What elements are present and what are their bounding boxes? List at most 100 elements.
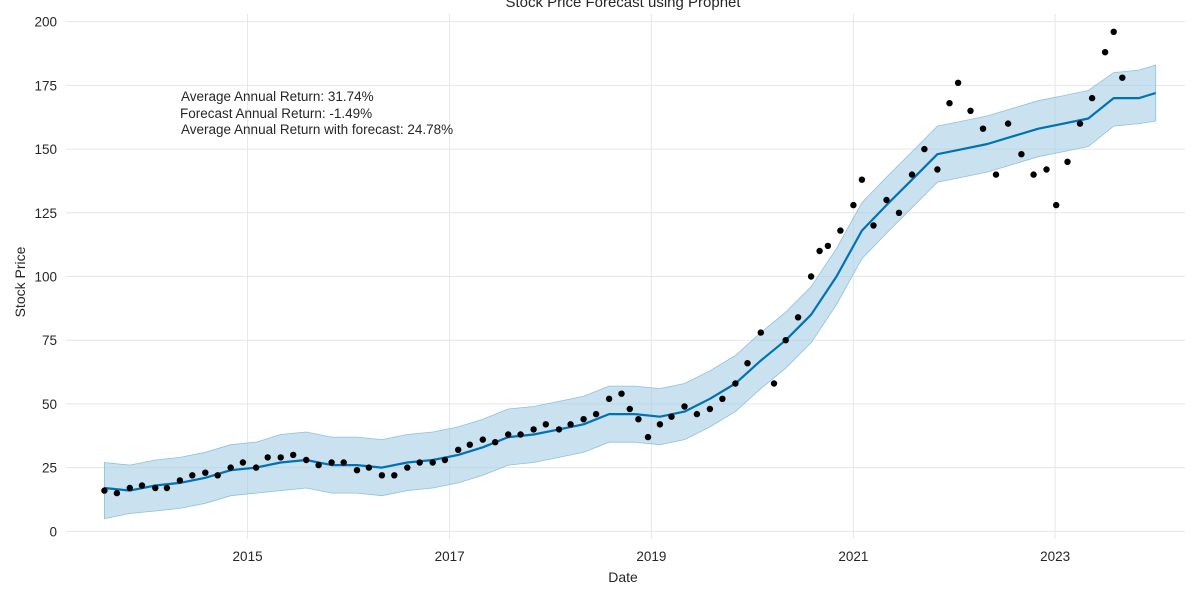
data-point: [429, 459, 436, 466]
y-tick-label: 50: [42, 397, 57, 412]
data-point: [757, 329, 764, 336]
data-point: [706, 405, 714, 413]
data-point: [126, 484, 133, 492]
data-point: [946, 100, 953, 107]
data-point: [744, 360, 751, 367]
data-point: [290, 451, 297, 459]
data-point: [1004, 120, 1012, 127]
y-tick-label: 100: [34, 270, 57, 285]
data-point: [850, 201, 857, 209]
chart-title: Stock Price Forecast using Prophet: [505, 0, 741, 11]
data-point: [681, 403, 688, 410]
annotation-line-2: Forecast Annual Return: -1.49%: [180, 106, 372, 121]
data-point: [979, 125, 987, 132]
interval-band: [104, 64, 1157, 520]
data-point: [416, 459, 423, 466]
data-point: [770, 380, 778, 387]
data-point: [214, 472, 221, 479]
y-tick-label: 75: [42, 333, 57, 348]
data-point: [668, 413, 675, 420]
data-point: [837, 227, 844, 234]
data-point: [858, 176, 866, 183]
annotation-line-3: Average Annual Return with forecast: 24.…: [181, 122, 453, 137]
data-point: [908, 171, 916, 178]
data-point: [555, 426, 563, 433]
data-point: [807, 273, 815, 280]
data-point: [378, 472, 386, 479]
uncertainty-interval: [104, 64, 1157, 520]
data-point: [152, 484, 159, 492]
data-point: [883, 196, 890, 204]
data-point: [895, 209, 903, 216]
y-tick-label: 25: [42, 461, 57, 476]
data-point: [693, 410, 701, 418]
grid-lines: [66, 14, 1185, 539]
data-point: [618, 390, 625, 397]
data-point: [277, 454, 284, 461]
data-point: [1088, 94, 1096, 102]
y-tick-label: 125: [34, 206, 57, 221]
actual-points: [101, 28, 1126, 497]
data-point: [239, 459, 247, 466]
data-point: [101, 487, 108, 494]
x-tick-label: 2023: [1040, 549, 1070, 564]
data-point: [315, 461, 322, 469]
data-point: [816, 247, 823, 255]
data-point: [1053, 201, 1060, 209]
data-point: [466, 441, 473, 448]
data-point: [530, 426, 537, 433]
data-point: [644, 433, 652, 441]
data-point: [542, 421, 549, 428]
data-point: [189, 472, 196, 479]
x-tick-label: 2015: [233, 549, 263, 564]
data-point: [264, 454, 271, 461]
y-tick-label: 150: [34, 142, 57, 157]
data-point: [992, 171, 1000, 178]
data-point: [1030, 171, 1037, 178]
data-point: [626, 405, 633, 413]
data-point: [1018, 151, 1025, 158]
data-point: [328, 459, 335, 466]
data-point: [505, 431, 512, 438]
data-point: [967, 107, 974, 115]
data-point: [1043, 166, 1050, 173]
x-tick-label: 2017: [435, 549, 465, 564]
data-point: [340, 459, 347, 466]
annotation-box: Average Annual Return: 31.74% Forecast A…: [180, 89, 453, 137]
data-point: [824, 242, 832, 250]
data-point: [1110, 28, 1117, 35]
data-point: [441, 456, 449, 464]
data-point: [1119, 74, 1126, 81]
x-axis-label: Date: [608, 569, 638, 585]
data-point: [479, 436, 486, 443]
data-point: [656, 421, 664, 428]
data-point: [794, 314, 802, 321]
y-tick-label: 175: [34, 78, 57, 93]
data-point: [455, 446, 462, 453]
data-point: [492, 439, 499, 446]
forecast-line: [104, 91, 1157, 492]
data-point: [404, 464, 411, 471]
data-point: [1064, 158, 1071, 165]
data-point: [176, 477, 184, 484]
data-point: [1101, 49, 1109, 56]
data-point: [567, 421, 574, 428]
data-point: [580, 416, 587, 423]
y-tick-label: 200: [34, 15, 57, 30]
axis-ticks: 0 25 50 75 100 125 150 175 200 2015 2017 2019 2021 20…: [34, 15, 1070, 564]
forecast-line-path: [104, 91, 1157, 492]
x-tick-label: 2019: [636, 549, 666, 564]
data-point: [782, 337, 789, 344]
data-point: [517, 431, 524, 438]
data-point: [954, 79, 962, 87]
data-point: [605, 395, 613, 402]
y-axis-label: Stock Price: [12, 246, 28, 317]
data-point: [365, 464, 373, 471]
x-tick-label: 2021: [838, 549, 868, 564]
annotation-line-1: Average Annual Return: 31.74%: [181, 89, 374, 104]
data-point: [870, 222, 877, 229]
data-point: [113, 489, 121, 497]
data-point: [353, 467, 361, 474]
data-point: [227, 464, 234, 471]
